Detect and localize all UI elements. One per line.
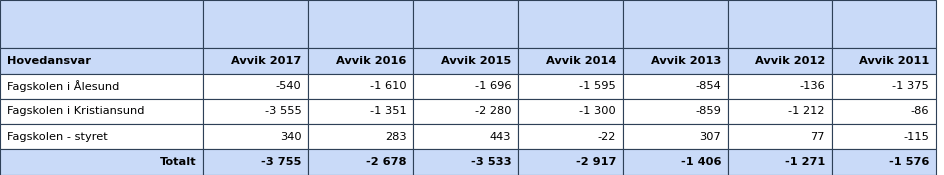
- Text: -3 533: -3 533: [470, 157, 511, 167]
- Bar: [831, 124, 935, 149]
- Text: -1 375: -1 375: [891, 82, 928, 92]
- Bar: [517, 149, 622, 175]
- Bar: [727, 149, 831, 175]
- Bar: [622, 74, 727, 99]
- Bar: [727, 48, 831, 74]
- Text: 77: 77: [810, 131, 824, 142]
- Bar: [517, 0, 622, 48]
- Text: Avvik 2014: Avvik 2014: [546, 56, 615, 66]
- Text: -1 351: -1 351: [369, 107, 406, 117]
- Bar: [622, 0, 727, 48]
- Text: -2 678: -2 678: [365, 157, 406, 167]
- Bar: [308, 74, 413, 99]
- Text: Hovedansvar: Hovedansvar: [7, 56, 91, 66]
- Bar: [0, 149, 203, 175]
- Bar: [0, 48, 203, 74]
- Bar: [727, 0, 831, 48]
- Text: Fagskolen i Kristiansund: Fagskolen i Kristiansund: [7, 107, 144, 117]
- Text: -1 576: -1 576: [887, 157, 928, 167]
- Bar: [203, 0, 308, 48]
- Bar: [308, 124, 413, 149]
- Bar: [831, 74, 935, 99]
- Text: -1 610: -1 610: [369, 82, 406, 92]
- Bar: [413, 0, 517, 48]
- Bar: [308, 99, 413, 124]
- Bar: [831, 0, 935, 48]
- Bar: [308, 149, 413, 175]
- Text: Fagskolen - styret: Fagskolen - styret: [7, 131, 108, 142]
- Bar: [0, 124, 203, 149]
- Bar: [622, 124, 727, 149]
- Text: 340: 340: [279, 131, 301, 142]
- Bar: [622, 149, 727, 175]
- Text: -1 300: -1 300: [579, 107, 615, 117]
- Bar: [308, 0, 413, 48]
- Text: Avvik 2013: Avvik 2013: [650, 56, 720, 66]
- Bar: [203, 48, 308, 74]
- Bar: [203, 124, 308, 149]
- Text: -115: -115: [902, 131, 928, 142]
- Text: -1 595: -1 595: [579, 82, 615, 92]
- Bar: [413, 124, 517, 149]
- Bar: [203, 149, 308, 175]
- Text: -540: -540: [276, 82, 301, 92]
- Text: Fagskolen i Ålesund: Fagskolen i Ålesund: [7, 80, 119, 92]
- Text: 283: 283: [384, 131, 406, 142]
- Text: Avvik 2017: Avvik 2017: [231, 56, 301, 66]
- Bar: [203, 74, 308, 99]
- Text: -86: -86: [909, 107, 928, 117]
- Bar: [517, 124, 622, 149]
- Bar: [831, 48, 935, 74]
- Text: -2 280: -2 280: [474, 107, 511, 117]
- Bar: [727, 124, 831, 149]
- Bar: [622, 99, 727, 124]
- Bar: [517, 99, 622, 124]
- Bar: [308, 48, 413, 74]
- Text: Totalt: Totalt: [160, 157, 196, 167]
- Text: -1 212: -1 212: [787, 107, 824, 117]
- Bar: [413, 99, 517, 124]
- Text: -859: -859: [695, 107, 720, 117]
- Text: -3 555: -3 555: [264, 107, 301, 117]
- Text: -1 696: -1 696: [474, 82, 511, 92]
- Bar: [0, 99, 203, 124]
- Text: Avvik 2012: Avvik 2012: [754, 56, 824, 66]
- Bar: [0, 74, 203, 99]
- Bar: [413, 48, 517, 74]
- Text: -2 917: -2 917: [575, 157, 615, 167]
- Text: Avvik 2015: Avvik 2015: [441, 56, 511, 66]
- Text: Avvik 2016: Avvik 2016: [336, 56, 406, 66]
- Text: -1 271: -1 271: [784, 157, 824, 167]
- Bar: [203, 99, 308, 124]
- Text: Avvik 2011: Avvik 2011: [858, 56, 928, 66]
- Bar: [727, 99, 831, 124]
- Bar: [0, 0, 203, 48]
- Bar: [622, 48, 727, 74]
- Bar: [413, 149, 517, 175]
- Text: -1 406: -1 406: [680, 157, 720, 167]
- Text: 307: 307: [699, 131, 720, 142]
- Bar: [517, 74, 622, 99]
- Bar: [517, 48, 622, 74]
- Text: -854: -854: [695, 82, 720, 92]
- Bar: [831, 149, 935, 175]
- Text: 443: 443: [489, 131, 511, 142]
- Text: -136: -136: [799, 82, 824, 92]
- Text: -3 755: -3 755: [261, 157, 301, 167]
- Bar: [413, 74, 517, 99]
- Bar: [831, 99, 935, 124]
- Text: -22: -22: [598, 131, 615, 142]
- Bar: [727, 74, 831, 99]
